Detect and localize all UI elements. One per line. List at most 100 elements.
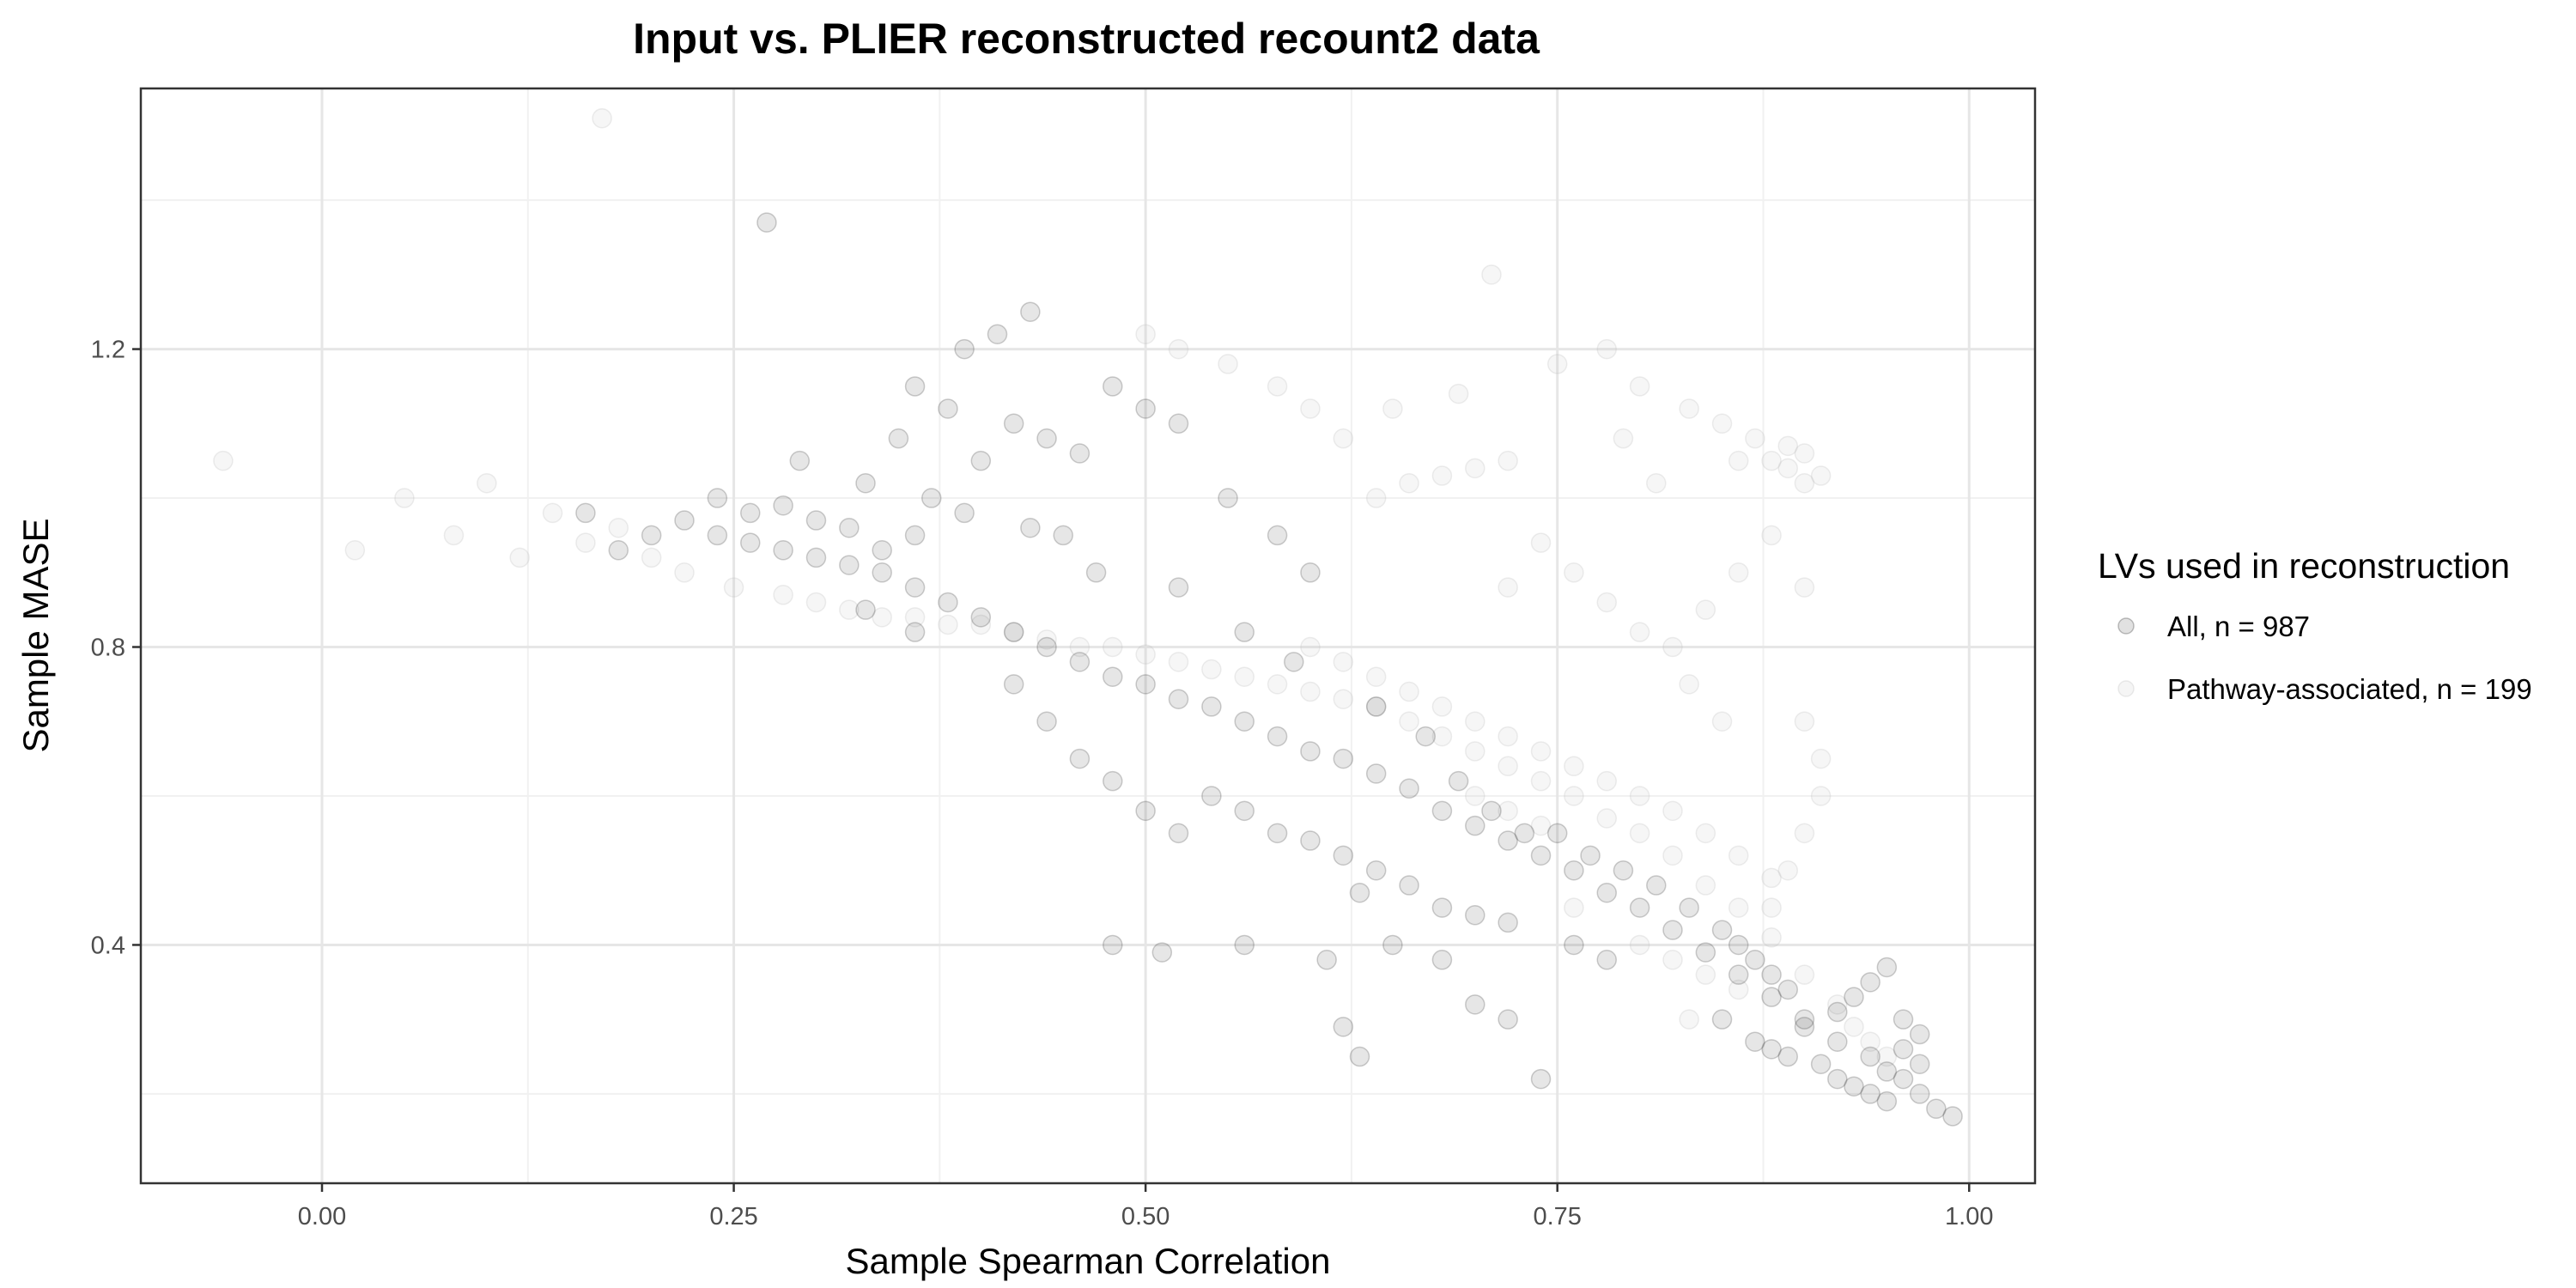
data-point	[1596, 770, 1618, 792]
legend-key-pathway	[2117, 680, 2135, 697]
data-point	[707, 525, 728, 546]
data-point	[1679, 897, 1699, 918]
data-point	[740, 532, 761, 553]
data-point	[1003, 413, 1024, 434]
data-point	[1267, 823, 1288, 844]
data-point	[938, 614, 958, 635]
legend-label-pathway: Pathway-associated, n = 199	[2167, 673, 2532, 705]
data-point	[1399, 472, 1419, 494]
data-point	[1151, 942, 1173, 963]
data-point	[1135, 644, 1156, 665]
data-point	[1844, 1017, 1864, 1037]
data-point	[1168, 577, 1189, 598]
data-point	[1629, 897, 1650, 918]
data-point	[1761, 987, 1782, 1007]
data-point	[855, 472, 876, 494]
data-point	[1498, 726, 1518, 747]
data-point	[1794, 472, 1815, 494]
data-point	[1135, 674, 1156, 695]
data-point	[1909, 1054, 1930, 1074]
data-point	[1794, 443, 1815, 464]
data-point	[805, 592, 827, 613]
x-tick-label: 0.00	[298, 1203, 346, 1230]
data-point	[1860, 1084, 1880, 1104]
x-tick-label: 0.75	[1533, 1203, 1581, 1230]
data-point	[904, 607, 926, 628]
data-point	[1745, 950, 1765, 970]
data-point	[1728, 562, 1749, 583]
data-point	[1168, 652, 1189, 672]
data-point	[1481, 800, 1502, 822]
data-point	[1431, 950, 1453, 970]
data-point	[1860, 1031, 1880, 1052]
data-point	[805, 547, 827, 568]
data-point	[1234, 800, 1255, 822]
data-point	[1876, 1046, 1898, 1067]
data-point	[542, 502, 563, 524]
y-axis: 0.4 0.8 1.2	[91, 337, 141, 959]
data-point	[1646, 472, 1667, 494]
data-point	[1218, 488, 1238, 508]
data-point	[1465, 741, 1485, 762]
data-point	[1234, 711, 1255, 732]
data-point	[1761, 867, 1782, 889]
data-point	[1794, 1009, 1815, 1030]
data-point	[1300, 741, 1321, 762]
gridlines	[141, 88, 2035, 1183]
data-point	[1662, 800, 1683, 822]
data-point	[1629, 622, 1650, 642]
legend-key-all	[2117, 617, 2135, 635]
data-point	[641, 547, 662, 568]
data-point	[1267, 674, 1288, 695]
data-point	[1365, 696, 1387, 717]
data-point	[1201, 696, 1222, 717]
data-point	[1267, 525, 1288, 546]
data-point	[1365, 763, 1387, 784]
data-point	[1415, 726, 1436, 747]
data-point	[575, 532, 596, 553]
data-point	[1514, 823, 1535, 844]
x-axis: 0.00 0.25 0.50 0.75 1.00	[298, 1183, 1993, 1230]
data-point	[1448, 770, 1469, 792]
data-point	[987, 324, 1008, 344]
data-point	[1399, 778, 1419, 799]
data-point	[1893, 1009, 1914, 1030]
data-point	[1546, 823, 1568, 844]
data-point	[213, 450, 234, 471]
data-point	[1103, 636, 1123, 658]
data-point	[1810, 1054, 1832, 1074]
data-point	[1498, 450, 1518, 471]
data-point	[1036, 428, 1057, 449]
data-point	[1498, 912, 1518, 933]
series-pathway-associated	[213, 107, 1898, 1067]
data-point	[1333, 428, 1354, 449]
data-point	[1349, 882, 1370, 903]
legend-label-all: All, n = 987	[2167, 611, 2310, 642]
data-point	[839, 517, 860, 538]
data-point	[1333, 845, 1354, 866]
data-point	[1465, 905, 1485, 926]
data-point	[1349, 1046, 1370, 1067]
data-point	[938, 398, 958, 419]
data-point	[1876, 1061, 1898, 1082]
data-point	[1300, 636, 1321, 658]
data-point	[1300, 830, 1321, 851]
data-point	[1679, 1009, 1699, 1030]
data-point	[1794, 823, 1815, 844]
data-point	[1596, 950, 1618, 970]
data-point	[1069, 443, 1091, 464]
data-point	[1679, 674, 1699, 695]
data-point	[970, 614, 992, 635]
y-tick-label: 0.4	[91, 932, 125, 959]
y-axis-title: Sample MASE	[15, 518, 56, 752]
data-point	[1135, 324, 1156, 344]
data-point	[1745, 428, 1765, 449]
data-point	[1365, 488, 1387, 508]
data-point	[740, 502, 761, 524]
data-point	[1431, 696, 1453, 717]
data-point	[1168, 689, 1189, 709]
data-point	[1761, 525, 1782, 546]
data-point	[1448, 383, 1469, 404]
data-point	[1103, 934, 1123, 956]
